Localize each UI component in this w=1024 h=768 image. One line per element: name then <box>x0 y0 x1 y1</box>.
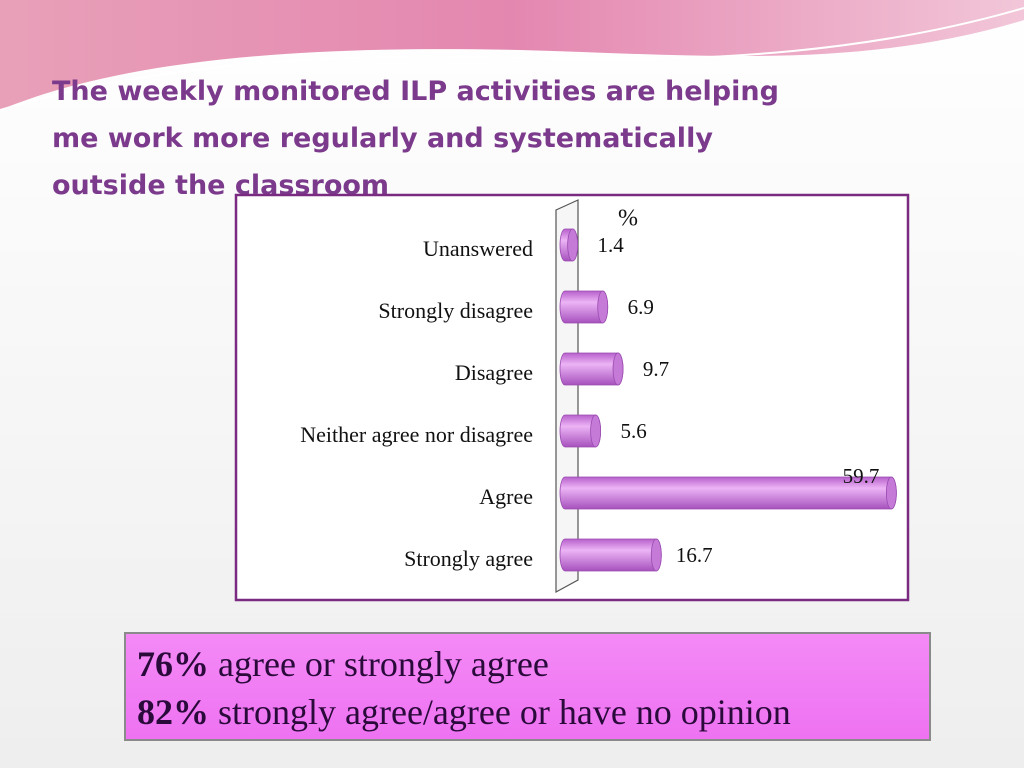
plot: Unanswered 1.4 Strongly disagree 6.9 Disagre… <box>300 228 897 572</box>
bar-cap <box>650 538 662 572</box>
value-label: 16.7 <box>676 543 713 567</box>
bar-cap <box>612 352 624 386</box>
bar-cap <box>597 290 609 324</box>
bar-group <box>559 538 662 572</box>
summary-box <box>124 632 931 741</box>
bar-group <box>559 290 609 324</box>
value-label: 6.9 <box>628 295 654 319</box>
category-label: Strongly agree <box>404 546 533 571</box>
value-label: 9.7 <box>643 357 669 381</box>
summary-line: 82% strongly agree/agree or have no opin… <box>137 692 791 732</box>
category-label: Disagree <box>455 360 533 385</box>
bar-group <box>559 476 897 510</box>
wave-line <box>0 7 1024 111</box>
bar <box>559 538 662 572</box>
value-label: 5.6 <box>620 419 646 443</box>
category-label: Unanswered <box>423 236 533 261</box>
bar-cap <box>885 476 897 510</box>
bar-group <box>559 352 624 386</box>
bar-group <box>559 414 602 448</box>
summary-line: 76% agree or strongly agree <box>137 644 549 684</box>
summary-text: strongly agree/agree or have no opinion <box>218 692 791 732</box>
summary-figure: 82% <box>137 692 209 732</box>
value-label: 1.4 <box>598 233 625 257</box>
bar-cap <box>590 414 602 448</box>
summary-figure: 76% <box>137 644 209 684</box>
category-label: Agree <box>479 484 533 509</box>
category-label: Strongly disagree <box>378 298 533 323</box>
axis-label: % <box>618 206 638 232</box>
summary-text: agree or strongly agree <box>218 644 549 684</box>
category-label: Neither agree nor disagree <box>300 422 533 447</box>
bar-group <box>559 228 579 262</box>
value-label: 59.7 <box>843 464 880 488</box>
bar-cap <box>567 228 579 262</box>
header-wave <box>0 0 1024 110</box>
